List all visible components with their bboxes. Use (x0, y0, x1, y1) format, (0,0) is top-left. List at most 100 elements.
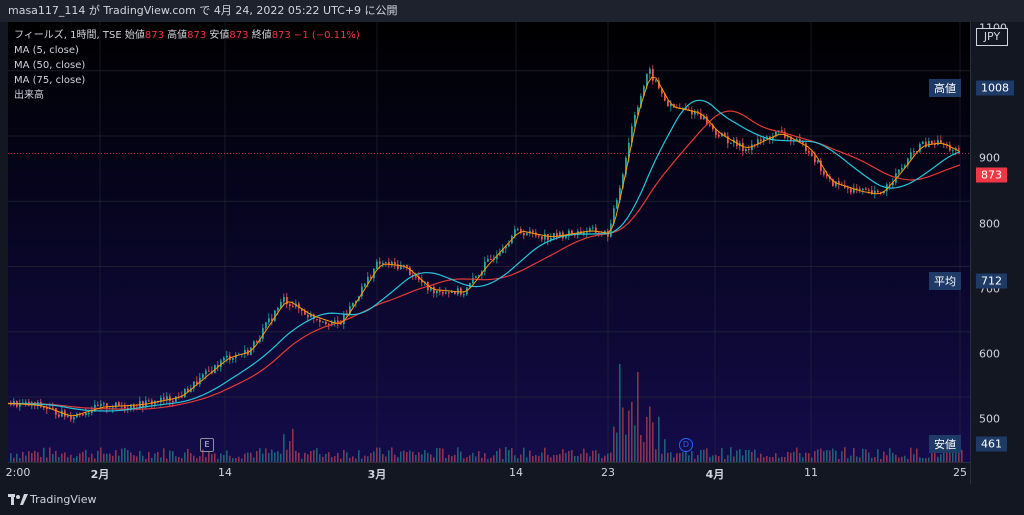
volume-bar (268, 453, 270, 462)
candle-body (244, 350, 246, 354)
volume-bar (331, 457, 333, 462)
candle-body (394, 261, 396, 265)
price-tick: 900 (979, 151, 1000, 165)
volume-bar (961, 449, 963, 462)
volume-bar (49, 447, 51, 462)
price-chart[interactable] (8, 22, 970, 462)
candle-body (187, 388, 189, 393)
candle-body (403, 264, 405, 266)
candle-body (808, 151, 810, 153)
candle-body (514, 229, 516, 237)
candle-body (280, 301, 282, 308)
candle-body (760, 139, 762, 141)
price-axis[interactable]: 1100 900 800 700 600 500 (970, 22, 1024, 484)
candle-body (277, 307, 279, 311)
volume-bar (25, 455, 27, 462)
chart-pane[interactable]: E D (8, 22, 970, 462)
volume-bar (919, 457, 921, 462)
volume-bar (583, 448, 585, 462)
volume-bar (292, 428, 294, 462)
volume-bar (79, 453, 81, 462)
candle-body (451, 292, 453, 294)
volume-bar (697, 455, 699, 462)
volume-bar (325, 453, 327, 462)
close-value: 873 (271, 30, 291, 41)
candle-body (226, 355, 228, 358)
candle-body (928, 141, 930, 148)
volume-bar (928, 457, 930, 462)
volume-bar (745, 449, 747, 462)
volume-bar (100, 447, 102, 462)
volume-bar (778, 457, 780, 462)
volume-bar (475, 456, 477, 462)
volume-bar (121, 448, 123, 462)
volume-bar (943, 449, 945, 462)
volume-bar (394, 454, 396, 462)
earnings-marker[interactable]: E (200, 438, 214, 452)
avg-tag-value: 712 (976, 273, 1007, 289)
candle-body (163, 397, 165, 400)
volume-bar (607, 453, 609, 462)
low-label: 安値 (209, 30, 230, 41)
volume-bar (685, 450, 687, 462)
candle-body (253, 341, 255, 348)
candle-body (691, 110, 693, 115)
candle-body (73, 417, 75, 420)
candle-body (748, 148, 750, 151)
volume-bar (259, 448, 261, 462)
volume-bar (151, 457, 153, 462)
volume-bar (781, 456, 783, 462)
chart-legend: フィールズ, 1時間, TSE 始値873 高値873 安値873 終値873 … (14, 28, 360, 103)
volume-bar (712, 455, 714, 462)
volume-bar (556, 455, 558, 462)
volume-bar (601, 458, 603, 462)
legend-ma75[interactable]: MA (75, close) (14, 75, 86, 86)
candle-body (220, 360, 222, 368)
dividend-marker[interactable]: D (679, 438, 693, 452)
candle-body (523, 232, 525, 236)
candle-body (259, 338, 261, 343)
time-axis[interactable]: 2:00 2月 14 3月 14 23 4月 11 25 (5, 462, 970, 484)
candle-body (217, 365, 219, 368)
candle-body (409, 267, 411, 275)
candle-body (43, 406, 45, 408)
volume-bar (532, 456, 534, 462)
volume-bar (877, 449, 879, 462)
volume-bar (271, 449, 273, 462)
volume-bar (679, 453, 681, 462)
volume-bar (838, 458, 840, 462)
volume-bar (910, 447, 912, 462)
currency-button[interactable]: JPY (976, 28, 1008, 46)
candle-body (640, 96, 642, 108)
tradingview-logo-icon (8, 494, 28, 505)
candle-body (448, 292, 450, 294)
candle-body (508, 243, 510, 247)
volume-bar (700, 449, 702, 462)
candle-body (475, 276, 477, 278)
volume-bar (34, 450, 36, 462)
candle-body (97, 404, 99, 407)
candle-body (52, 407, 54, 409)
volume-bar (82, 451, 84, 462)
symbol-title[interactable]: フィールズ, 1時間, TSE (14, 30, 122, 41)
candle-body (196, 381, 198, 385)
high-tag-value: 1008 (976, 80, 1014, 96)
volume-bar (739, 449, 741, 462)
candle-body (454, 292, 456, 295)
legend-volume[interactable]: 出来高 (14, 90, 44, 101)
volume-bar (232, 458, 234, 462)
candle-body (199, 377, 201, 385)
legend-ma5[interactable]: MA (5, close) (14, 45, 79, 56)
candle-body (898, 169, 900, 174)
candle-body (553, 232, 555, 239)
volume-bar (403, 450, 405, 462)
legend-ma50[interactable]: MA (50, close) (14, 60, 86, 71)
candle-body (292, 305, 294, 307)
candle-body (814, 155, 816, 163)
time-tick: 2:00 (5, 466, 31, 479)
candle-body (847, 187, 849, 189)
high-tag-label: 高値 (929, 79, 961, 97)
candle-body (820, 160, 822, 171)
volume-bar (886, 455, 888, 462)
volume-bar (742, 455, 744, 462)
